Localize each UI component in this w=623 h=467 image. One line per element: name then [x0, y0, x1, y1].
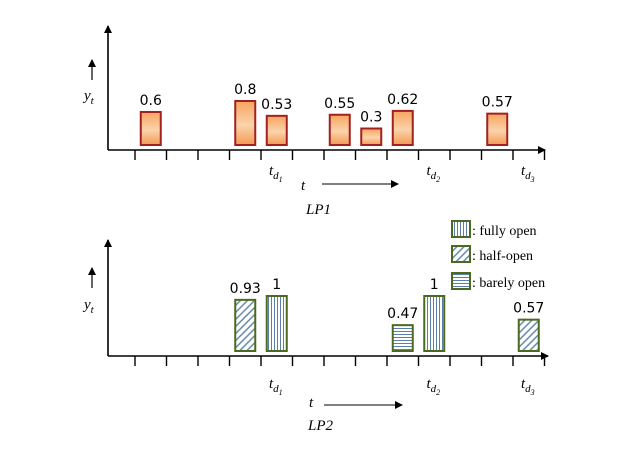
lp2-bar: [265, 295, 288, 352]
legend-item-half-open: : half-open: [451, 245, 533, 264]
lp2-bar: [391, 324, 414, 352]
lp2-bar: [423, 295, 446, 352]
legend: : fully open : half-open : barely open: [451, 220, 545, 291]
lp1-bar: [139, 111, 162, 146]
lp2-bar-label: 0.47: [387, 306, 418, 322]
lp1-bar-label: 0.57: [482, 95, 513, 111]
lp1-bar-label: 0.53: [261, 97, 292, 113]
lp2-bar-label: 0.93: [230, 281, 261, 297]
lp1-chart: 0.6 0.8 0.53 0.55 0.3 0.62 0.57 td1 td2 td3 yt t…: [82, 25, 546, 218]
lp1-bar-label: 0.3: [360, 110, 382, 126]
lp1-bar: [328, 113, 351, 146]
lp2-deadline-label: td3: [521, 376, 535, 397]
lp1-deadline-label: td3: [521, 163, 535, 184]
lp1-bar: [391, 109, 414, 146]
lp1-bars: 0.6 0.8 0.53 0.55 0.3 0.62 0.57: [139, 82, 513, 147]
lp2-deadline-label: td1: [269, 376, 283, 397]
lp2-panel-label: LP2: [307, 418, 334, 434]
lp1-y-label: yt: [82, 59, 96, 107]
lp1-bar-label: 0.6: [140, 93, 162, 109]
legend-swatch-fully-open: [451, 220, 471, 238]
lp1-deadline-label: td1: [269, 163, 283, 184]
lp1-panel-label: LP1: [305, 202, 331, 218]
legend-item-fully-open: : fully open: [451, 220, 537, 239]
lp1-ticks: [134, 150, 546, 160]
lp2-bar-label: 0.57: [513, 301, 544, 317]
lp2-deadline-labels: td1 td2 td3: [269, 376, 535, 397]
lp2-bar: [517, 318, 540, 352]
legend-label-barely-open: : barely open: [472, 276, 545, 291]
lp1-bar-label: 0.55: [324, 96, 355, 112]
lp2-bars: 0.93 1 0.47 1 0.57: [230, 277, 544, 353]
lp2-bar-label: 1: [430, 277, 439, 293]
lp1-time-arrow: t: [301, 178, 399, 194]
lp2-chart: 0.93 1 0.47 1 0.57 td1 td2 td3 yt t LP2: [82, 239, 549, 434]
legend-item-barely-open: : barely open: [451, 272, 545, 291]
lp1-y-label-text: yt: [82, 88, 95, 107]
lp1-bar-label: 0.62: [387, 92, 418, 108]
lp1-bar-label: 0.8: [234, 82, 256, 98]
legend-label-half-open: : half-open: [472, 249, 533, 264]
lp2-bar: [234, 298, 257, 353]
legend-swatch-half-open: [451, 245, 471, 263]
legend-swatch-barely-open: [451, 272, 471, 290]
lp2-y-label: yt: [82, 267, 96, 316]
legend-label-fully-open: : fully open: [472, 224, 537, 239]
lp2-x-label: t: [309, 395, 314, 411]
lp2-time-arrow: t: [309, 395, 403, 411]
lp1-bar: [486, 112, 509, 147]
lp1-bar: [360, 127, 383, 146]
lp1-x-label: t: [301, 178, 306, 194]
lp2-bar-label: 1: [272, 277, 281, 293]
lp2-y-label-text: yt: [82, 297, 95, 316]
lp1-bar: [234, 100, 257, 146]
lp2-ticks: [134, 356, 546, 366]
lp1-bar: [265, 114, 288, 146]
lp1-deadline-label: td2: [427, 163, 441, 184]
lp2-deadline-label: td2: [427, 376, 441, 397]
lp1-deadline-labels: td1 td2 td3: [269, 163, 535, 184]
